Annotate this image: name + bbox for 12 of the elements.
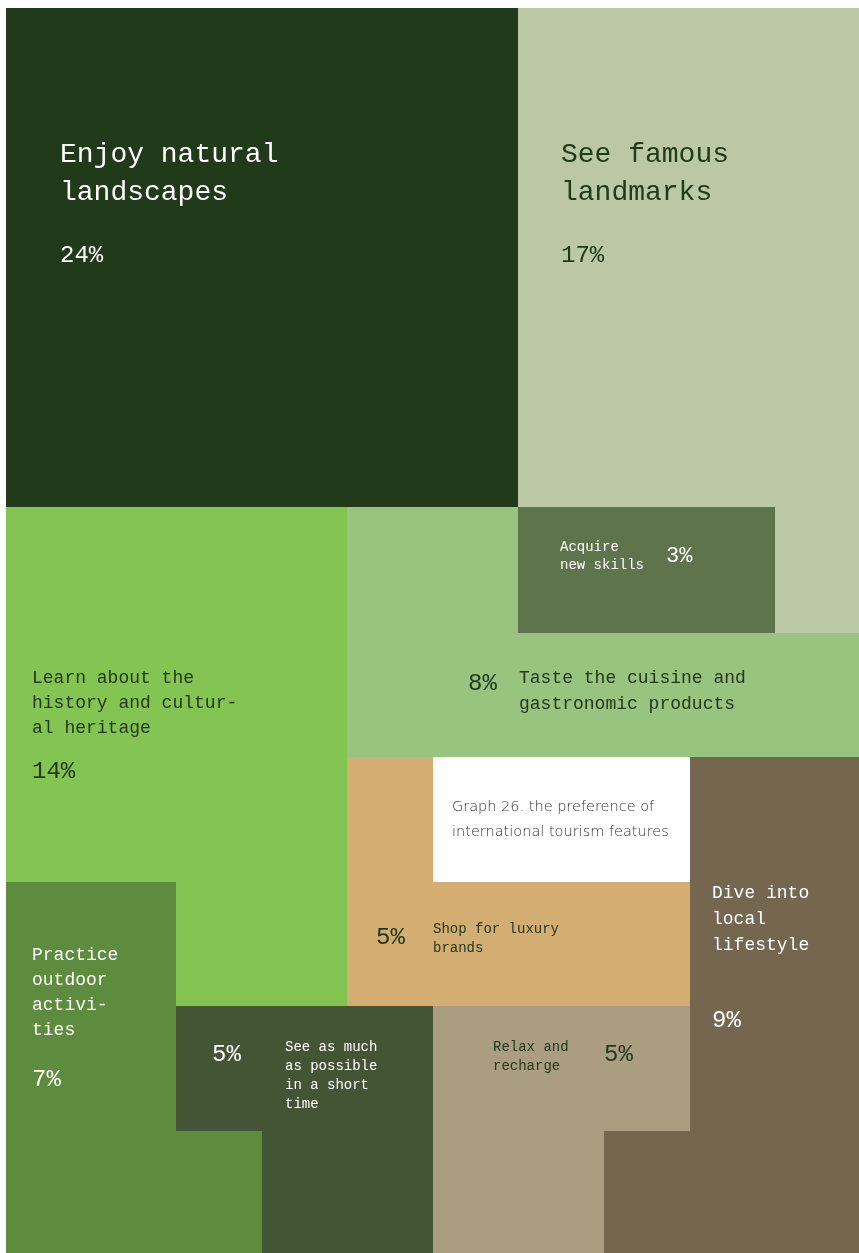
data-label: 7% [32,1066,62,1093]
data-label: 24% [60,242,104,269]
text: Graph 26. the preference of international tourism features [452,798,669,839]
category-label: Dive into local lifestyle [712,883,810,955]
category-label: Taste the cuisine and gastronomic products [519,668,746,714]
data-label: 5% [212,1041,242,1068]
data-label: 5% [376,924,406,951]
data-label: 8% [468,670,498,697]
category-label: See as much as possible in a short time [285,1039,378,1112]
category-label: Shop for luxury brands [433,921,560,956]
category-label: Enjoy natural landscapes [60,139,279,208]
data-label: 9% [712,1007,742,1034]
